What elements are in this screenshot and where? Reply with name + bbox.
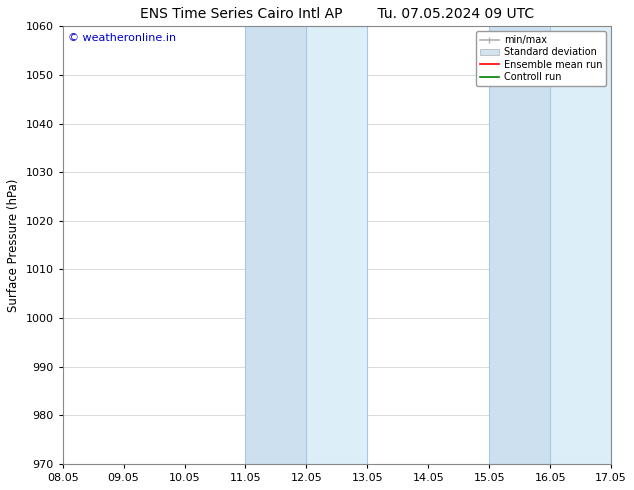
Bar	[245, 26, 306, 464]
Title: ENS Time Series Cairo Intl AP        Tu. 07.05.2024 09 UTC: ENS Time Series Cairo Intl AP Tu. 07.05.…	[140, 7, 534, 21]
Bar	[306, 26, 367, 464]
Text: © weatheronline.in: © weatheronline.in	[68, 33, 176, 43]
Y-axis label: Surface Pressure (hPa): Surface Pressure (hPa)	[7, 178, 20, 312]
Bar	[489, 26, 550, 464]
Bar	[550, 26, 611, 464]
Legend: min/max, Standard deviation, Ensemble mean run, Controll run: min/max, Standard deviation, Ensemble me…	[476, 31, 606, 86]
